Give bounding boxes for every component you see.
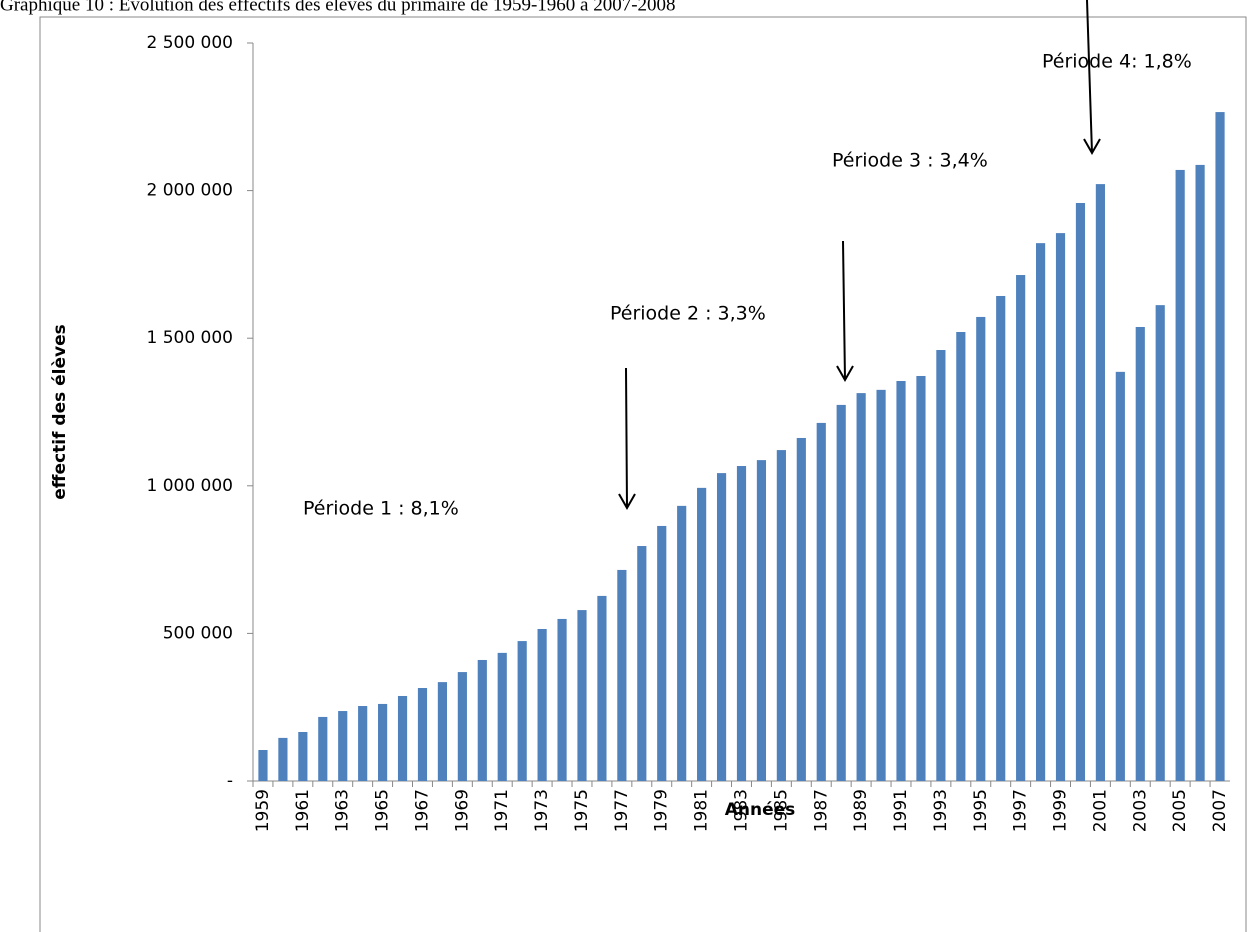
x-tick-label: 1979 xyxy=(652,789,672,832)
bar xyxy=(637,546,647,781)
x-tick-label: 1959 xyxy=(253,789,273,832)
x-tick-label: 1975 xyxy=(572,789,592,832)
bar xyxy=(836,404,846,781)
x-tick-label: 1965 xyxy=(373,789,393,832)
annotation: Période 3 : 3,4% xyxy=(832,150,988,172)
bar xyxy=(318,716,328,781)
bar xyxy=(896,381,906,781)
bar xyxy=(1095,184,1105,782)
y-axis-title: effectif des élèves xyxy=(50,324,70,500)
arrow xyxy=(618,367,636,511)
bar xyxy=(1115,371,1125,781)
bar xyxy=(1055,233,1066,782)
bar xyxy=(996,295,1006,781)
x-tick-label: 1973 xyxy=(532,789,552,832)
y-tick-label: 2 000 000 xyxy=(146,181,233,201)
x-tick-label: 2007 xyxy=(1210,789,1230,832)
x-tick-label: 1977 xyxy=(612,789,632,832)
bar xyxy=(298,731,308,781)
arrows xyxy=(618,0,1101,511)
x-tick-label: 1981 xyxy=(692,789,712,832)
x-tick-label: 1989 xyxy=(851,789,871,832)
x-tick-label: 1961 xyxy=(293,789,313,832)
x-tick-label: 1963 xyxy=(333,789,353,832)
x-tick-label: 2001 xyxy=(1090,789,1110,832)
bar xyxy=(976,316,986,781)
bar xyxy=(358,706,368,781)
bar xyxy=(1135,326,1145,781)
bar xyxy=(816,422,826,781)
y-tick-label: 1 000 000 xyxy=(146,476,233,496)
bar xyxy=(956,332,966,781)
x-tick-label: 2003 xyxy=(1130,789,1150,832)
annotation: Période 2 : 3,3% xyxy=(610,303,766,325)
chart-title: Graphique 10 : Évolution des effectifs d… xyxy=(0,0,676,15)
bar xyxy=(936,350,946,781)
x-tick-label: 1967 xyxy=(412,789,432,832)
bar xyxy=(916,375,926,781)
bar xyxy=(677,505,687,781)
x-tick-label: 1985 xyxy=(771,789,791,832)
bar xyxy=(617,569,627,781)
bar xyxy=(1195,164,1205,781)
x-axis-title: Années xyxy=(725,800,796,820)
bar xyxy=(1035,243,1046,781)
y-tick-label: 500 000 xyxy=(163,623,233,643)
bar xyxy=(716,473,727,781)
bar xyxy=(597,595,607,781)
bar xyxy=(537,628,547,781)
bar xyxy=(1175,169,1185,781)
arrow xyxy=(1083,0,1101,156)
bar xyxy=(278,737,288,781)
x-tick-label: 1995 xyxy=(971,789,991,832)
bar xyxy=(437,682,448,781)
bar xyxy=(776,450,786,781)
x-tick-label: 1971 xyxy=(492,789,512,832)
x-tick-label: 2005 xyxy=(1170,789,1190,832)
bar xyxy=(517,641,527,781)
y-tick-label: 2 500 000 xyxy=(146,33,233,53)
bar xyxy=(477,659,487,781)
bar xyxy=(1155,305,1165,781)
bar xyxy=(497,652,507,781)
bar xyxy=(657,525,667,781)
x-tick-label: 1991 xyxy=(891,789,911,832)
y-tick-label: 1 500 000 xyxy=(146,328,233,348)
bar xyxy=(796,437,806,781)
x-tick-label: 1969 xyxy=(452,789,472,832)
bar xyxy=(697,487,707,781)
bar xyxy=(1016,275,1026,781)
bar xyxy=(756,460,767,781)
bar xyxy=(736,466,747,781)
x-tick-label: 1997 xyxy=(1011,789,1031,832)
bar xyxy=(378,703,388,781)
bar xyxy=(856,393,866,781)
bar xyxy=(338,711,348,781)
bar xyxy=(876,389,886,781)
bar xyxy=(417,688,428,781)
x-tick-label: 1983 xyxy=(732,789,752,832)
bar xyxy=(1215,112,1225,782)
bar xyxy=(397,695,408,781)
x-tick-label: 1987 xyxy=(811,789,831,832)
bar xyxy=(557,618,567,781)
chart-border xyxy=(39,16,1247,932)
annotation: Période 4: 1,8% xyxy=(1042,51,1192,73)
bar xyxy=(1075,202,1086,781)
x-tick-label: 1999 xyxy=(1051,789,1071,832)
bar xyxy=(258,750,268,781)
arrow xyxy=(836,240,854,383)
bar xyxy=(577,610,587,781)
y-tick-label: - xyxy=(227,771,233,791)
annotation: Période 1 : 8,1% xyxy=(303,498,459,520)
x-tick-label: 1993 xyxy=(931,789,951,832)
bar xyxy=(457,672,467,781)
